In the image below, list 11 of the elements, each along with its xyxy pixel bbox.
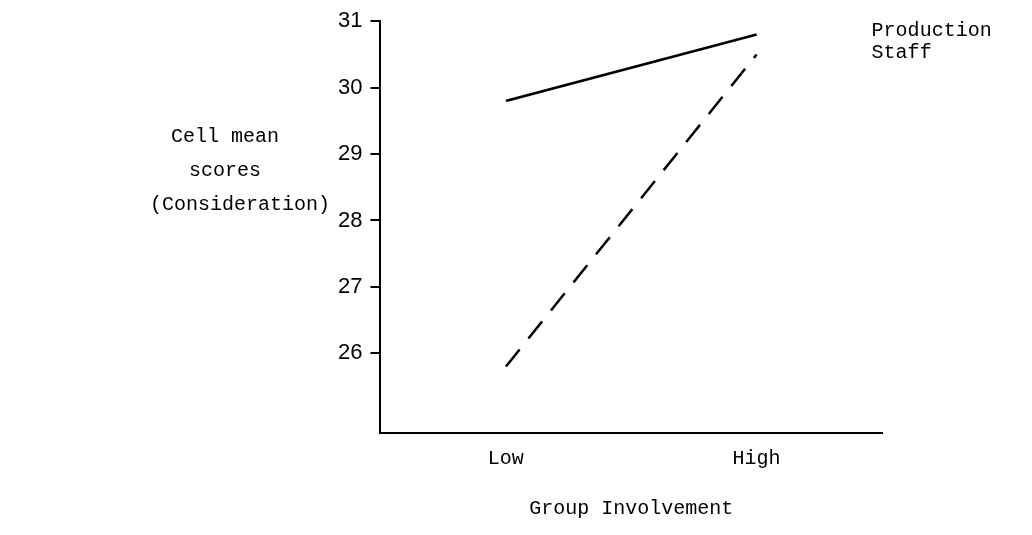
- x-axis-title: Group Involvement: [529, 497, 734, 521]
- x-tick-label: High: [732, 447, 781, 471]
- x-tick-label: Low: [487, 447, 524, 471]
- y-tick-label: 30: [337, 73, 363, 99]
- y-tick-label: 28: [337, 206, 363, 232]
- text: Production Staff: [871, 18, 992, 64]
- y-tick-label: 31: [337, 7, 363, 33]
- y-tick-label: 29: [337, 140, 363, 166]
- y-tick-label: 26: [337, 339, 363, 365]
- y-tick-label: 27: [337, 272, 363, 298]
- y-axis-title: Cell mean scores (Consideration): [150, 124, 331, 218]
